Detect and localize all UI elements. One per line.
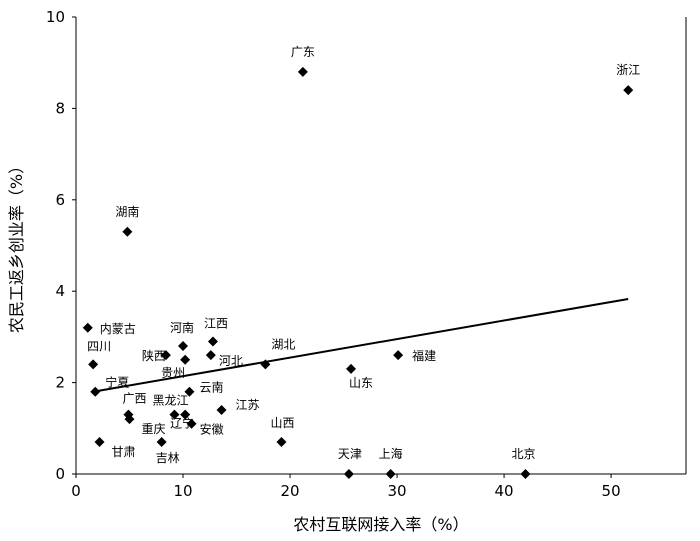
- data-point-marker: [520, 469, 531, 479]
- data-point-marker: [178, 341, 189, 352]
- data-point-marker: [122, 226, 133, 237]
- data-point-marker: [88, 359, 99, 370]
- data-point-label: 湖南: [115, 204, 139, 219]
- data-point-marker: [216, 405, 227, 416]
- data-point-label: 吉林: [156, 451, 180, 465]
- data-point-label: 山西: [270, 416, 294, 430]
- data-point-label: 山东: [349, 376, 373, 390]
- y-axis-title: 农民工返乡创业率（%）: [7, 158, 26, 333]
- data-point-label: 甘肃: [112, 445, 136, 459]
- y-tick-label: 4: [55, 282, 65, 300]
- trendline-group: [92, 297, 629, 393]
- data-point-label: 四川: [87, 339, 111, 353]
- data-point-marker: [623, 85, 634, 96]
- data-point-marker: [343, 469, 354, 479]
- data-point-marker: [180, 409, 191, 420]
- data-point-marker: [169, 409, 180, 420]
- data-point-marker: [156, 437, 167, 448]
- data-point-label: 广西: [122, 392, 146, 406]
- data-point-marker: [297, 66, 308, 77]
- data-point-label: 江西: [204, 316, 228, 330]
- x-tick-label: 10: [173, 482, 192, 500]
- data-point-label: 内蒙古: [100, 321, 136, 336]
- data-point-marker: [184, 386, 195, 397]
- data-point-marker: [82, 322, 93, 333]
- data-point-marker: [205, 350, 216, 361]
- data-point-marker: [160, 350, 171, 361]
- data-point-label: 河南: [170, 320, 194, 335]
- data-point-label: 广东: [291, 45, 315, 59]
- data-point-label: 重庆: [142, 422, 166, 436]
- data-point-label: 江苏: [236, 398, 260, 412]
- data-point-marker: [186, 418, 197, 429]
- y-tick-label: 8: [55, 99, 65, 117]
- trendline: [92, 297, 629, 393]
- data-point-label: 宁夏: [105, 375, 129, 390]
- data-point-label: 河北: [219, 354, 243, 368]
- data-point-marker: [385, 469, 396, 479]
- data-point-label: 北京: [511, 447, 535, 461]
- data-point-marker: [260, 359, 271, 370]
- data-point-label: 浙江: [616, 63, 640, 77]
- data-point-label: 福建: [412, 348, 436, 363]
- x-tick-label: 40: [495, 482, 514, 500]
- y-tick-label: 10: [46, 8, 65, 26]
- x-tick-label: 30: [388, 482, 407, 500]
- data-point-marker: [393, 350, 404, 361]
- axes: 0 10 20 30 40 50 0 2 4 6 8 10: [46, 8, 687, 500]
- data-point-marker: [346, 363, 357, 374]
- data-point-label: 安徽: [200, 422, 224, 437]
- y-tick-label: 0: [55, 465, 65, 483]
- data-point-label: 贵州: [161, 366, 185, 380]
- x-axis-title: 农村互联网接入率（%）: [293, 515, 468, 534]
- data-point-label: 湖北: [271, 336, 295, 351]
- data-point-label: 天津: [338, 447, 362, 461]
- data-point-marker: [94, 437, 105, 448]
- x-tick-label: 50: [602, 482, 621, 500]
- y-tick-label: 2: [55, 374, 65, 392]
- data-point-label: 陕西: [142, 348, 166, 363]
- x-tick-label: 0: [71, 482, 81, 500]
- data-point-label: 黑龙江: [152, 394, 188, 408]
- x-tick-label: 20: [280, 482, 299, 500]
- data-point-marker: [207, 336, 218, 347]
- data-point-marker: [180, 354, 191, 365]
- data-point-marker: [90, 386, 101, 397]
- data-point-marker: [276, 437, 287, 448]
- data-point-label: 上海: [379, 446, 403, 461]
- data-point-marker: [124, 414, 135, 425]
- y-tick-label: 6: [55, 191, 65, 209]
- data-point-label: 辽宁: [170, 416, 194, 431]
- data-point-label: 云南: [199, 380, 223, 395]
